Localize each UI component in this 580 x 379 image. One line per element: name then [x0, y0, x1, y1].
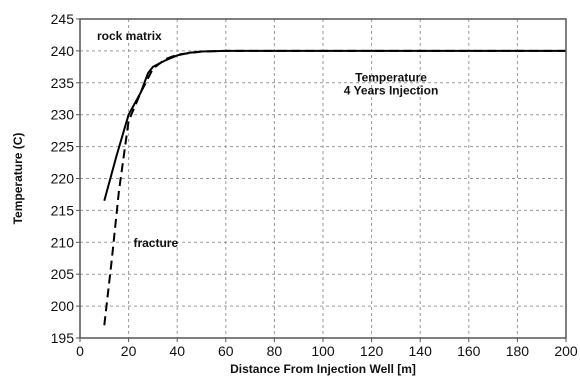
x-tick-label: 40	[169, 343, 185, 359]
y-tick-label: 230	[51, 107, 75, 123]
x-tick-label: 60	[218, 343, 234, 359]
y-tick-label: 235	[51, 75, 75, 91]
annotation-frac: fracture	[133, 236, 178, 250]
y-tick-label: 200	[51, 298, 75, 314]
x-tick-label: 200	[554, 343, 578, 359]
y-tick-label: 215	[51, 202, 75, 218]
y-tick-label: 240	[51, 43, 75, 59]
x-tick-label: 180	[506, 343, 530, 359]
x-tick-label: 160	[457, 343, 481, 359]
series-lines	[103, 49, 566, 326]
axis-ticks: 0 20 40 60 80 100 120 140 160 180 200 195 200 205 210 2…	[51, 11, 578, 359]
annotation-rock: rock matrix	[97, 29, 162, 43]
x-axis-title: Distance From Injection Well [m]	[230, 362, 416, 376]
series-line-fracture	[103, 49, 566, 326]
y-tick-label: 195	[51, 330, 75, 346]
x-tick-label: 100	[311, 343, 335, 359]
y-axis-title: Temperature (C)	[11, 133, 25, 225]
grid-lines	[80, 19, 566, 338]
y-tick-label: 225	[51, 139, 75, 155]
y-tick-label: 245	[51, 11, 75, 27]
y-tick-label: 205	[51, 266, 75, 282]
x-tick-label: 140	[409, 343, 433, 359]
x-tick-label: 80	[267, 343, 283, 359]
annotation-temp2: 4 Years Injection	[344, 83, 439, 97]
x-tick-label: 120	[360, 343, 384, 359]
y-tick-label: 210	[51, 234, 75, 250]
x-tick-label: 20	[121, 343, 137, 359]
x-tick-label: 0	[76, 343, 84, 359]
annotation-temp1: Temperature	[355, 71, 427, 85]
y-tick-label: 220	[51, 171, 75, 187]
